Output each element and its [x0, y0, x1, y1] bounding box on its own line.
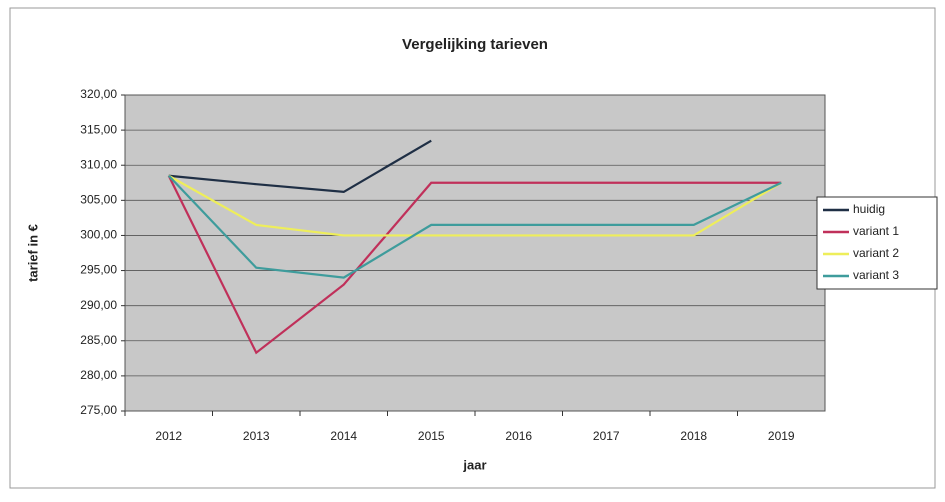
y-tick-label: 320,00	[80, 87, 117, 101]
legend-label: variant 3	[853, 268, 899, 282]
y-tick-label: 275,00	[80, 403, 117, 417]
y-tick-label: 280,00	[80, 368, 117, 382]
series-line	[167, 174, 782, 279]
x-tick-label: 2013	[243, 429, 270, 443]
y-tick-label: 300,00	[80, 228, 117, 242]
plot-area	[124, 94, 826, 412]
y-axis-label: tarief in €	[25, 224, 40, 282]
y-tick-label: 290,00	[80, 298, 117, 312]
x-tick-label: 2017	[593, 429, 620, 443]
x-axis-label: jaar	[462, 457, 486, 472]
x-tick-label: 2019	[768, 429, 795, 443]
y-tick-label: 305,00	[80, 193, 117, 207]
legend-box	[816, 196, 938, 290]
legend-label: variant 1	[853, 224, 899, 238]
legend-label: huidig	[853, 202, 885, 216]
series-line	[167, 175, 782, 355]
x-tick-label: 2015	[418, 429, 445, 443]
y-tick-label: 295,00	[80, 263, 117, 277]
x-tick-label: 2012	[155, 429, 182, 443]
y-tick-label: 310,00	[80, 157, 117, 171]
series-line	[168, 174, 782, 237]
x-tick-label: 2016	[505, 429, 532, 443]
y-tick-label: 315,00	[80, 122, 117, 136]
series-line	[168, 139, 432, 194]
x-tick-label: 2014	[330, 429, 357, 443]
x-tick-label: 2018	[680, 429, 707, 443]
y-tick-label: 285,00	[80, 333, 117, 347]
legend-label: variant 2	[853, 246, 899, 260]
chart-title: Vergelijking tarieven	[402, 36, 548, 53]
